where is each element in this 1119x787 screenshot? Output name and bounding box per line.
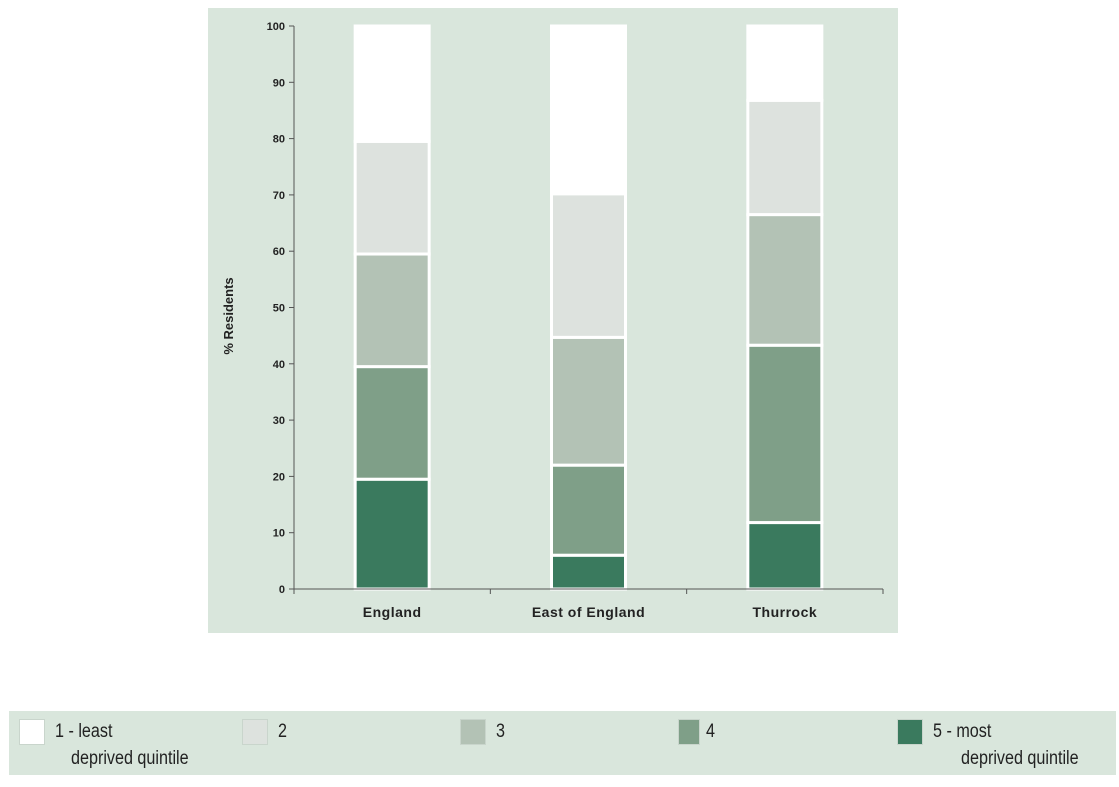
y-tick-label: 10 <box>273 528 285 540</box>
bar-segment <box>746 24 824 102</box>
bar-segment <box>550 463 627 557</box>
x-axis: England East of England Thurrock <box>293 588 884 620</box>
y-tick-label: 20 <box>273 471 285 483</box>
legend-label-2: 2 <box>278 721 287 742</box>
bar-segment <box>550 24 627 196</box>
legend-label-4: 4 <box>706 721 715 742</box>
bar-segment <box>353 477 431 591</box>
stacked-bar-chart: % Residents 0 10 20 30 40 50 60 70 80 90 100 Engla… <box>221 21 884 620</box>
bar-segment <box>353 252 431 369</box>
y-axis-label: % Residents <box>221 277 236 354</box>
bar-segment <box>746 213 824 347</box>
y-tick-label: 0 <box>279 584 285 596</box>
legend-swatch-5 <box>897 719 923 745</box>
chart-panel: % Residents 0 10 20 30 40 50 60 70 80 90 100 Engla… <box>208 8 898 633</box>
legend: 1 - least deprived quintile 2 3 4 5 - mo… <box>9 711 1116 775</box>
legend-swatch-1 <box>19 719 45 745</box>
legend-swatch-2 <box>242 719 268 745</box>
bar-segment <box>746 98 824 217</box>
legend-swatch-4 <box>678 719 700 745</box>
legend-label-5: 5 - most <box>933 721 992 742</box>
legend-label-1-line2: deprived quintile <box>71 748 189 769</box>
y-tick-label: 80 <box>273 134 285 146</box>
legend-label-1: 1 - least <box>55 721 113 742</box>
bar-segment <box>550 192 627 339</box>
x-tick-label: England <box>363 604 422 620</box>
bars <box>353 24 824 591</box>
legend-swatch-3 <box>460 719 486 745</box>
y-tick-label: 50 <box>273 303 285 315</box>
bar-segment <box>746 343 824 525</box>
legend-label-3: 3 <box>496 721 505 742</box>
y-tick-label: 100 <box>267 21 285 33</box>
bar-segment <box>550 335 627 467</box>
bar-segment <box>746 521 824 591</box>
y-axis: 0 10 20 30 40 50 60 70 80 90 100 <box>267 21 295 596</box>
y-tick-label: 60 <box>273 246 285 258</box>
x-tick-label: Thurrock <box>752 604 817 620</box>
bar-segment <box>353 24 431 143</box>
bar-segment <box>353 139 431 256</box>
legend-label-5-line2: deprived quintile <box>961 748 1079 769</box>
x-tick-label: East of England <box>532 604 645 620</box>
y-tick-label: 90 <box>273 77 285 89</box>
bar-segment <box>353 365 431 481</box>
y-tick-label: 70 <box>273 190 285 202</box>
y-tick-label: 40 <box>273 359 285 371</box>
y-tick-label: 30 <box>273 415 285 427</box>
bar-segment <box>550 553 627 591</box>
